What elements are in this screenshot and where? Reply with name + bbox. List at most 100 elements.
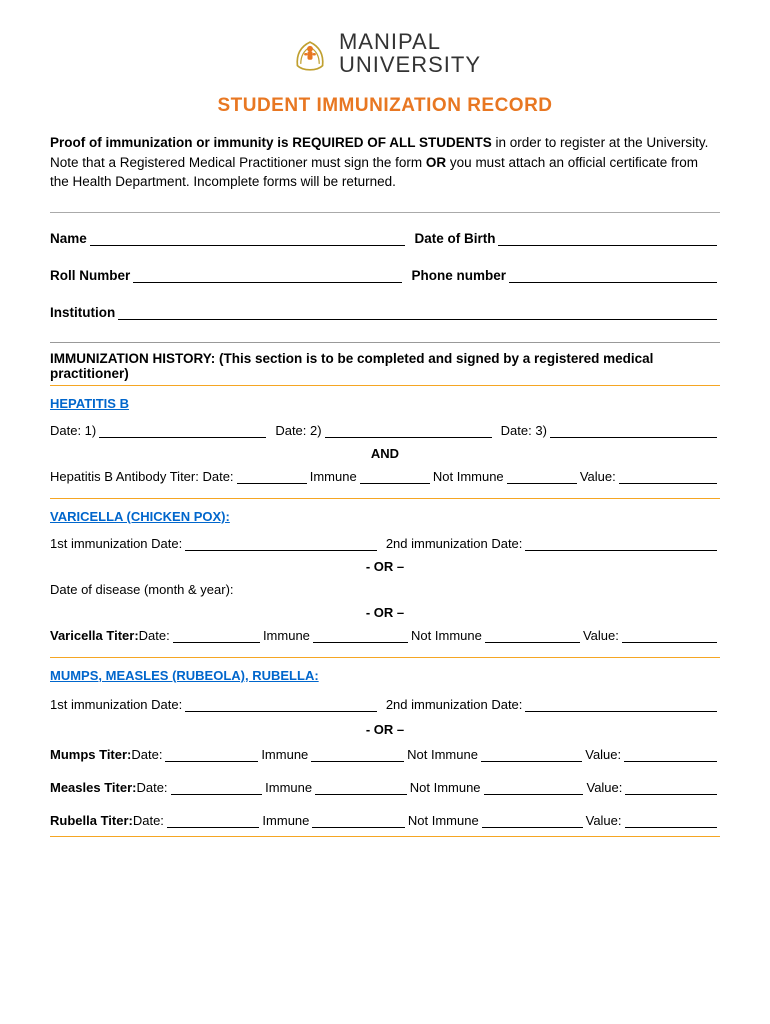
rubella-titer-row: Rubella Titer: Date: Immune Not Immune V… [50, 813, 720, 828]
logo-wrap: MANIPAL UNIVERSITY [289, 30, 481, 76]
university-logo-icon [289, 32, 331, 74]
varicella-titer-label: Varicella Titer: [50, 628, 139, 643]
rubella-value-input[interactable] [625, 814, 718, 828]
varicella-value-label: Value: [583, 628, 619, 643]
mmr-2nd-label: 2nd immunization Date: [386, 697, 523, 712]
hepb-titer-label: Hepatitis B Antibody Titer: Date: [50, 469, 234, 484]
varicella-titer-date-input[interactable] [173, 629, 260, 643]
hepb-dates-row: Date: 1) Date: 2) Date: 3) [50, 423, 720, 438]
divider-orange [50, 498, 720, 499]
hepb-notimmune-input[interactable] [507, 470, 577, 484]
dob-input[interactable] [498, 232, 717, 246]
measles-date-input[interactable] [171, 781, 263, 795]
measles-notimmune-input[interactable] [484, 781, 584, 795]
history-title: IMMUNIZATION HISTORY: [50, 351, 215, 366]
divider-orange [50, 385, 720, 386]
rubella-notimmune-label: Not Immune [408, 813, 479, 828]
rubella-notimmune-input[interactable] [482, 814, 583, 828]
varicella-titer-date-label: Date: [139, 628, 170, 643]
mumps-value-label: Value: [585, 747, 621, 762]
page-title: STUDENT IMMUNIZATION RECORD [50, 95, 720, 117]
hepb-title: HEPATITIS B [50, 396, 720, 411]
mmr-1st-input[interactable] [185, 698, 377, 712]
mumps-date-label: Date: [131, 747, 162, 762]
roll-phone-row: Roll Number Phone number [50, 268, 720, 283]
varicella-notimmune-label: Not Immune [411, 628, 482, 643]
varicella-1st-label: 1st immunization Date: [50, 536, 182, 551]
intro-paragraph: Proof of immunization or immunity is REQ… [50, 133, 720, 192]
name-input[interactable] [90, 232, 406, 246]
mumps-immune-input[interactable] [311, 748, 404, 762]
hepb-date1-label: Date: 1) [50, 423, 96, 438]
institution-label: Institution [50, 305, 115, 320]
rubella-date-label: Date: [133, 813, 164, 828]
mmr-title: MUMPS, MEASLES (RUBEOLA), RUBELLA: [50, 668, 720, 683]
institution-input[interactable] [118, 306, 717, 320]
divider [50, 212, 720, 213]
phone-input[interactable] [509, 269, 717, 283]
hepb-immune-label: Immune [310, 469, 357, 484]
dob-label: Date of Birth [414, 231, 495, 246]
rubella-immune-input[interactable] [312, 814, 405, 828]
name-dob-row: Name Date of Birth [50, 231, 720, 246]
hepb-value-label: Value: [580, 469, 616, 484]
measles-titer-row: Measles Titer: Date: Immune Not Immune V… [50, 780, 720, 795]
mmr-1st-label: 1st immunization Date: [50, 697, 182, 712]
measles-value-input[interactable] [625, 781, 717, 795]
mmr-dates-row: 1st immunization Date: 2nd immunization … [50, 697, 720, 712]
hepb-immune-input[interactable] [360, 470, 430, 484]
roll-input[interactable] [133, 269, 402, 283]
mumps-value-input[interactable] [624, 748, 717, 762]
varicella-dates-row: 1st immunization Date: 2nd immunization … [50, 536, 720, 551]
rubella-date-input[interactable] [167, 814, 260, 828]
hepb-titer-row: Hepatitis B Antibody Titer: Date: Immune… [50, 469, 720, 484]
org-name-line1: MANIPAL [339, 30, 481, 53]
varicella-disease-label: Date of disease (month & year): [50, 582, 234, 597]
hepb-date2-label: Date: 2) [275, 423, 321, 438]
varicella-2nd-input[interactable] [525, 537, 717, 551]
varicella-disease-row: Date of disease (month & year): [50, 582, 720, 597]
logo-text: MANIPAL UNIVERSITY [339, 30, 481, 76]
hepb-date1-input[interactable] [99, 424, 266, 438]
hepb-date3-input[interactable] [550, 424, 717, 438]
varicella-or-2: - OR – [50, 605, 720, 620]
mmr-or: - OR – [50, 722, 720, 737]
mumps-titer-label: Mumps Titer: [50, 747, 131, 762]
varicella-notimmune-input[interactable] [485, 629, 580, 643]
immunization-history-header: IMMUNIZATION HISTORY: (This section is t… [50, 342, 720, 381]
mumps-titer-row: Mumps Titer: Date: Immune Not Immune Val… [50, 747, 720, 762]
varicella-1st-input[interactable] [185, 537, 377, 551]
roll-label: Roll Number [50, 268, 130, 283]
mumps-notimmune-input[interactable] [481, 748, 582, 762]
varicella-2nd-label: 2nd immunization Date: [386, 536, 523, 551]
hepb-value-input[interactable] [619, 470, 717, 484]
mumps-notimmune-label: Not Immune [407, 747, 478, 762]
measles-titer-label: Measles Titer: [50, 780, 136, 795]
name-label: Name [50, 231, 87, 246]
measles-value-label: Value: [586, 780, 622, 795]
hepb-date3-label: Date: 3) [501, 423, 547, 438]
rubella-immune-label: Immune [262, 813, 309, 828]
hepb-date2-input[interactable] [325, 424, 492, 438]
divider-orange [50, 657, 720, 658]
varicella-or-1: - OR – [50, 559, 720, 574]
varicella-value-input[interactable] [622, 629, 717, 643]
header-logo-area: MANIPAL UNIVERSITY [50, 30, 720, 77]
org-name-line2: UNIVERSITY [339, 53, 481, 76]
intro-or: OR [426, 155, 446, 170]
institution-row: Institution [50, 305, 720, 320]
measles-date-label: Date: [136, 780, 167, 795]
phone-label: Phone number [411, 268, 506, 283]
hepb-and: AND [50, 446, 720, 461]
varicella-title: VARICELLA (CHICKEN POX): [50, 509, 720, 524]
measles-immune-label: Immune [265, 780, 312, 795]
varicella-titer-row: Varicella Titer: Date: Immune Not Immune… [50, 628, 720, 643]
mumps-date-input[interactable] [165, 748, 258, 762]
divider-orange [50, 836, 720, 837]
varicella-immune-input[interactable] [313, 629, 408, 643]
hepb-titer-date-input[interactable] [237, 470, 307, 484]
varicella-immune-label: Immune [263, 628, 310, 643]
measles-immune-input[interactable] [315, 781, 407, 795]
mmr-2nd-input[interactable] [525, 698, 717, 712]
mumps-immune-label: Immune [261, 747, 308, 762]
